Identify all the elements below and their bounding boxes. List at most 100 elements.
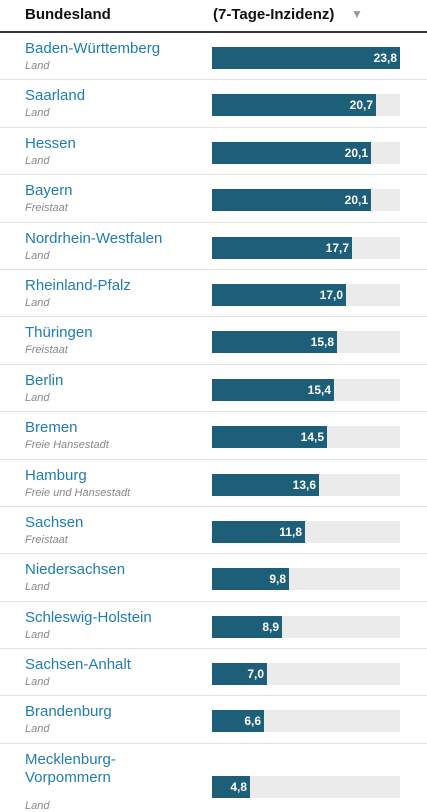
incidence-bar: 9,8 [212,568,289,591]
bar-value-label: 15,8 [310,335,334,350]
bar-value-label: 17,0 [319,287,343,302]
table-row: Rheinland-Pfalz Land 17,0 [0,270,427,318]
state-name-link[interactable]: Brandenburg [25,703,112,721]
incidence-bar: 23,8 [212,47,400,69]
bar-track: 11,8 [212,520,400,543]
state-type-label: Land [25,60,50,72]
state-name-link[interactable]: Saarland [25,87,86,105]
incidence-bar: 20,1 [212,189,371,212]
state-name-link[interactable]: Hessen [25,134,76,152]
table-row: Schleswig-Holstein Land 8,9 [0,602,427,650]
table-row: Mecklenburg- Vorpommern Land 4,8 [0,744,427,812]
bar-value-label: 20,7 [349,98,373,113]
incidence-bar: 7,0 [212,663,267,686]
column-header-bundesland[interactable]: Bundesland [25,6,111,23]
incidence-bar: 17,0 [212,283,346,306]
column-header-incidence[interactable]: (7-Tage-Inzidenz) [213,6,335,23]
table-row: Baden-Württemberg Land 23,8 [0,33,427,81]
bar-value-label: 23,8 [373,51,397,65]
bar-value-label: 8,9 [262,619,279,634]
state-type-label: Freistaat [25,344,68,357]
state-name-link[interactable]: Bremen [25,419,78,437]
state-type-label: Land [25,391,50,404]
bar-track: 23,8 [212,47,400,69]
bar-track: 14,5 [212,426,400,449]
incidence-bar: 20,7 [212,94,376,117]
bar-track: 4,8 [212,775,400,798]
incidence-bar: 8,9 [212,615,282,638]
sort-descending-icon[interactable]: ▼ [351,7,363,21]
table-row: Hamburg Freie und Hansestadt 13,6 [0,460,427,507]
state-type-label: Land [25,723,50,736]
table-header: Bundesland (7-Tage-Inzidenz) ▼ [0,0,427,33]
bar-value-label: 17,7 [325,240,349,255]
incidence-bar: 6,6 [212,710,264,733]
bar-value-label: 20,1 [344,193,368,208]
table-row: Saarland Land 20,7 [0,80,427,128]
table-row: Sachsen-Anhalt Land 7,0 [0,649,427,697]
state-name-link[interactable]: Hamburg [25,466,87,484]
bar-track: 7,0 [212,663,400,686]
incidence-bar: 15,4 [212,378,334,401]
state-type-label: Freistaat [25,533,68,546]
state-type-label: Land [25,676,50,689]
table-row: Bremen Freie Hansestadt 14,5 [0,412,427,460]
state-type-label: Freie Hansestadt [25,439,109,452]
bar-track: 15,4 [212,378,400,401]
table-row: Hessen Land 20,1 [0,128,427,176]
bar-track: 13,6 [212,473,400,496]
table-row: Sachsen Freistaat 11,8 [0,507,427,555]
state-type-label: Land [25,249,50,262]
table-row: Bayern Freistaat 20,1 [0,175,427,223]
bar-track: 8,9 [212,615,400,638]
state-name-link[interactable]: Mecklenburg- Vorpommern [25,750,116,786]
table-row: Nordrhein-Westfalen Land 17,7 [0,223,427,270]
bar-track: 20,1 [212,141,400,164]
state-type-label: Land [25,581,50,594]
state-type-label: Land [25,799,50,812]
state-type-label: Land [25,154,50,167]
table-row: Thüringen Freistaat 15,8 [0,317,427,365]
incidence-bar: 20,1 [212,141,371,164]
bar-value-label: 14,5 [300,430,324,445]
state-name-link[interactable]: Sachsen [25,513,84,531]
state-name-link[interactable]: Baden-Württemberg [25,40,161,57]
bar-track: 17,0 [212,283,400,306]
bar-track: 15,8 [212,331,400,354]
state-name-link[interactable]: Niedersachsen [25,561,126,579]
bar-value-label: 9,8 [269,572,286,587]
bar-track: 17,7 [212,236,400,259]
state-name-link[interactable]: Rheinland-Pfalz [25,276,131,294]
incidence-bar: 13,6 [212,473,319,496]
table-row: Niedersachsen Land 9,8 [0,554,427,602]
bar-value-label: 11,8 [279,524,302,539]
table-row: Berlin Land 15,4 [0,365,427,413]
state-name-link[interactable]: Nordrhein-Westfalen [25,229,163,247]
state-name-link[interactable]: Berlin [25,371,64,389]
state-type-label: Land [25,107,50,120]
bar-value-label: 4,8 [230,779,247,794]
bar-track: 6,6 [212,710,400,733]
state-name-link[interactable]: Bayern [25,182,73,200]
state-type-label: Land [25,296,50,309]
bar-track: 9,8 [212,568,400,591]
state-name-link[interactable]: Schleswig-Holstein [25,608,152,626]
bar-track: 20,1 [212,189,400,212]
state-name-link[interactable]: Thüringen [25,324,93,342]
incidence-bar: 11,8 [212,520,305,543]
incidence-bar: 17,7 [212,236,352,259]
state-type-label: Freistaat [25,202,68,215]
bar-track: 20,7 [212,94,400,117]
state-type-label: Freie und Hansestadt [25,486,131,499]
state-type-label: Land [25,628,50,641]
table-body: Baden-Württemberg Land 23,8 Saarland Land 20,… [0,33,427,812]
bar-value-label: 20,1 [344,145,368,160]
bar-value-label: 13,6 [292,477,316,492]
bar-value-label: 6,6 [244,714,261,729]
bar-value-label: 15,4 [307,382,331,397]
incidence-bar: 15,8 [212,331,337,354]
bar-value-label: 7,0 [247,667,264,682]
state-name-link[interactable]: Sachsen-Anhalt [25,656,131,674]
incidence-bar: 4,8 [212,775,250,798]
